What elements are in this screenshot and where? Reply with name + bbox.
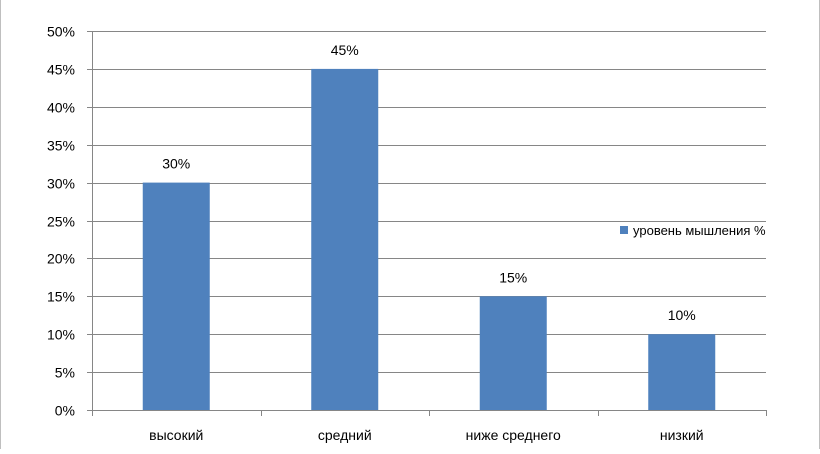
y-tick-label: 50% xyxy=(47,24,75,40)
x-tick-label: низкий xyxy=(660,427,704,443)
x-tick-label: средний xyxy=(318,427,372,443)
y-tick-label: 0% xyxy=(55,403,75,419)
bars xyxy=(142,68,716,411)
y-tick-label: 40% xyxy=(47,100,75,116)
bar xyxy=(142,182,210,410)
bar xyxy=(479,296,547,410)
data-label: 30% xyxy=(162,156,190,172)
legend-label: уровень мышления % xyxy=(633,223,766,238)
y-axis-tick-labels: 0% 5% 10% 15% 20% 25% 30% 35% 40% 45% 50% xyxy=(47,24,75,419)
y-tick-label: 30% xyxy=(47,176,75,192)
y-tick-label: 20% xyxy=(47,251,75,267)
y-tick-label: 5% xyxy=(55,365,75,381)
y-tick-label: 45% xyxy=(47,62,75,78)
y-tick-label: 35% xyxy=(47,138,75,154)
data-labels: 30% 45% 15% 10% xyxy=(162,42,696,323)
y-tick-label: 25% xyxy=(47,214,75,230)
legend: уровень мышления % xyxy=(620,223,766,238)
data-label: 45% xyxy=(331,42,359,58)
x-tick-label: высокий xyxy=(149,427,203,443)
y-tick-label: 15% xyxy=(47,289,75,305)
bar xyxy=(311,68,379,411)
data-label: 15% xyxy=(499,269,527,285)
axes xyxy=(87,31,767,416)
x-tick-label: ниже среднего xyxy=(466,427,561,443)
bar xyxy=(648,334,716,410)
data-label: 10% xyxy=(668,307,696,323)
x-axis-tick-labels: высокий средний ниже среднего низкий xyxy=(149,427,703,443)
legend-swatch xyxy=(620,226,628,234)
y-tick-label: 10% xyxy=(47,327,75,343)
